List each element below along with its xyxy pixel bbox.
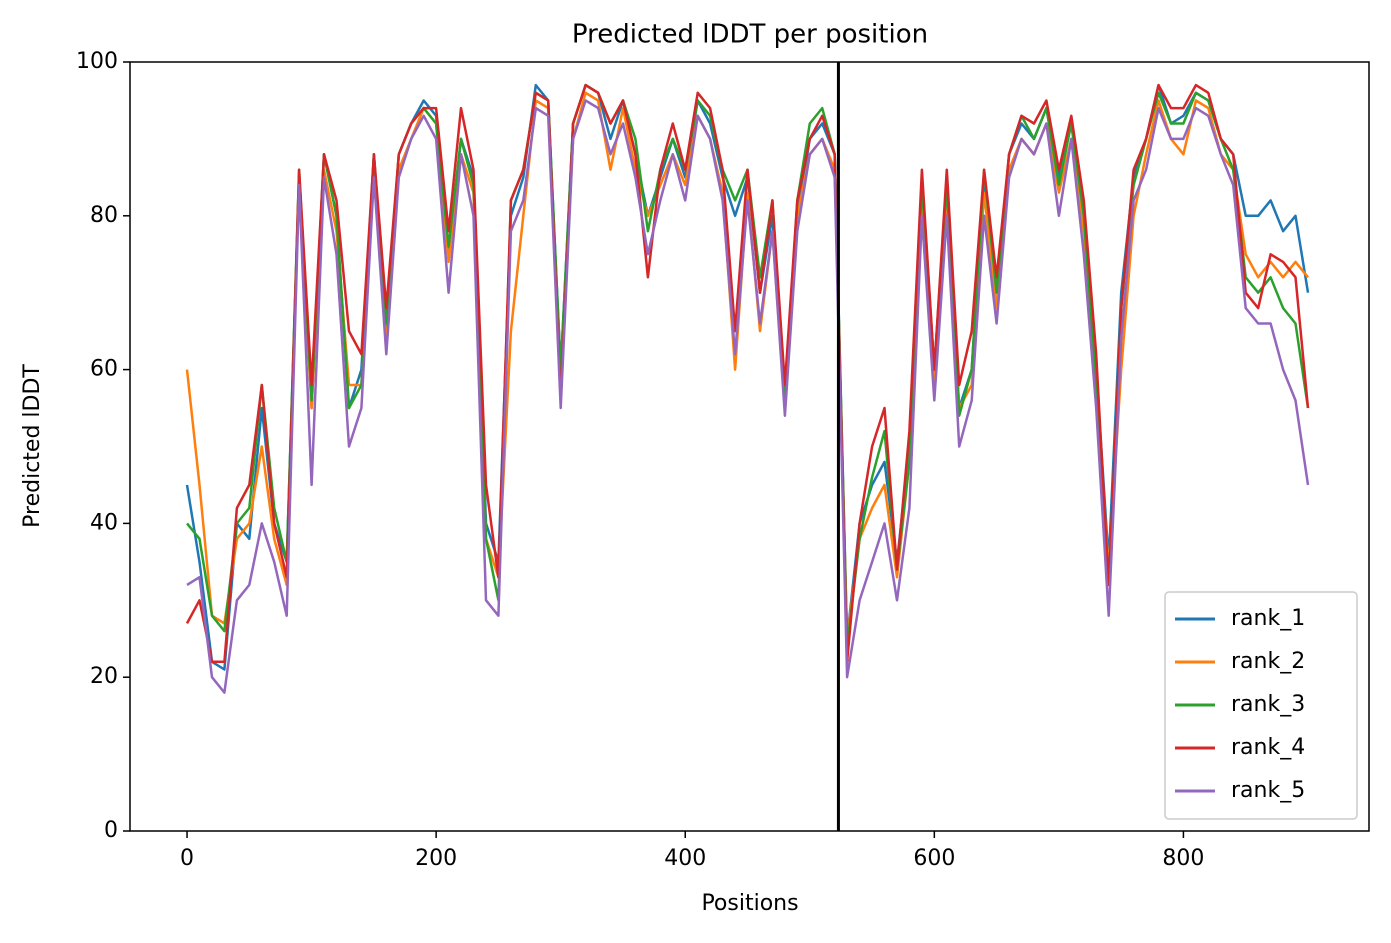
legend-label: rank_5: [1231, 778, 1305, 803]
y-tick-label: 0: [104, 818, 118, 843]
x-tick-label: 400: [664, 846, 706, 871]
series-line: [185, 83, 1310, 664]
y-tick-label: 20: [90, 664, 118, 689]
legend-label: rank_1: [1231, 606, 1305, 631]
legend-box: [1164, 591, 1358, 820]
x-tick-label: 200: [415, 846, 457, 871]
y-tick-label: 80: [90, 203, 118, 228]
plot-frame: [129, 61, 1370, 832]
x-axis-label: Positions: [701, 891, 798, 916]
legend-label: rank_2: [1231, 649, 1305, 674]
chart-title: Predicted lDDT per position: [572, 20, 928, 50]
x-tick-label: 0: [180, 846, 194, 871]
x-tick-label: 800: [1162, 846, 1204, 871]
y-tick-label: 100: [76, 49, 118, 74]
legend-label: rank_4: [1231, 735, 1305, 760]
legend-label: rank_3: [1231, 692, 1305, 717]
x-tick-label: 600: [913, 846, 955, 871]
y-axis-label: Predicted lDDT: [20, 364, 45, 528]
series-line: [186, 99, 1310, 694]
y-tick-label: 40: [90, 510, 118, 535]
y-tick-label: 60: [90, 357, 118, 382]
